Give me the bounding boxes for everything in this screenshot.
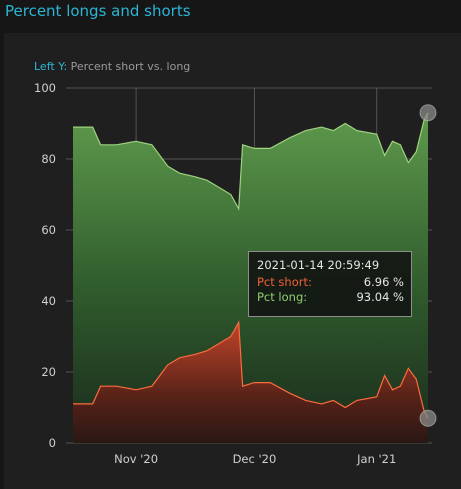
tooltip-row-long: Pct long: 93.04 % [257,290,404,305]
x-tick-label: Dec '20 [233,452,277,466]
y-tick-label: 40 [41,294,56,308]
series-line-short [73,320,429,419]
y-tick-label: 100 [34,81,56,95]
series-line-long [73,112,429,211]
y-tick-label: 0 [49,436,56,450]
tooltip-short-label: Pct short: [257,275,312,289]
x-tick-label: Jan '21 [356,452,396,466]
tooltip-short-value: 6.96 % [363,275,404,289]
y-tick-label: 60 [41,223,56,237]
tooltip-long-value: 93.04 % [356,290,404,304]
y-tick-label: 20 [41,365,56,379]
series-area-short [73,322,428,443]
left-axis-tag: Left Y: [34,60,68,73]
tooltip-row-short: Pct short: 6.96 % [257,275,404,290]
hover-markers [419,104,437,427]
tooltip-date: 2021-01-14 20:59:49 [257,258,380,272]
left-axis-caption: Left Y: Percent short vs. long [34,60,190,73]
hover-point-short [419,409,437,427]
y-tick-label: 80 [41,152,56,166]
axes: 0 20 40 60 80 100 Nov '20 Dec '20 Jan '21 [34,81,396,466]
hover-point-long [419,104,437,122]
chart-title: Percent longs and shorts [5,2,191,20]
left-axis-label: Percent short vs. long [70,60,191,73]
x-tick-label: Nov '20 [114,452,158,466]
tooltip-long-label: Pct long: [257,290,308,304]
hover-tooltip: 2021-01-14 20:59:49 Pct short: 6.96 % Pc… [248,251,412,317]
